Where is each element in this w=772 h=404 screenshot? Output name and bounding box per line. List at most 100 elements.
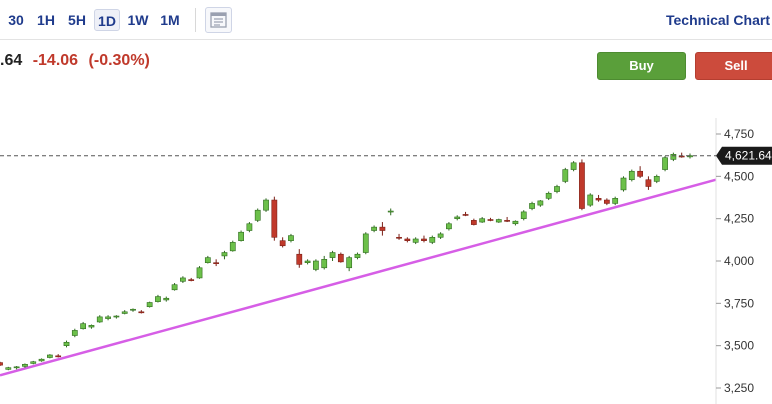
candle[interactable] [13,365,20,370]
candle[interactable] [470,218,477,226]
candle[interactable] [612,196,619,206]
technical-chart-link[interactable]: Technical Chart [666,12,770,28]
candle[interactable] [537,200,544,207]
candle[interactable] [221,250,228,260]
candle[interactable] [371,225,377,233]
candle[interactable] [437,232,444,239]
candle[interactable] [105,315,111,321]
candle[interactable] [479,216,486,223]
candle[interactable] [204,255,211,264]
candle[interactable] [512,220,519,226]
candle[interactable] [354,252,361,260]
timeframe-1h[interactable]: 1H [37,12,55,28]
candle[interactable] [155,294,161,303]
candle[interactable] [130,308,136,312]
candle[interactable] [113,315,120,319]
candle[interactable] [271,196,278,241]
candle[interactable] [304,259,311,265]
candle[interactable] [545,191,552,201]
candle[interactable] [96,315,103,323]
candle[interactable] [379,222,386,236]
candle[interactable] [163,296,170,302]
candle[interactable] [146,301,153,308]
candle[interactable] [645,176,652,190]
candle[interactable] [5,366,12,371]
current-price-tag [716,146,772,165]
candle[interactable] [662,156,668,172]
candle[interactable] [80,321,87,330]
candle[interactable] [554,184,560,194]
trendline[interactable] [0,178,717,377]
candlestick-chart-icon [210,12,227,28]
current-price-label: 4,621.64 [725,149,772,163]
candle[interactable] [628,169,635,182]
candle[interactable] [637,166,643,179]
candle[interactable] [346,255,353,272]
candle-body [180,277,186,282]
candle[interactable] [570,161,577,172]
candle[interactable] [678,152,685,158]
candle[interactable] [362,232,369,255]
candle[interactable] [412,237,419,245]
candle[interactable] [620,176,627,192]
candle[interactable] [579,159,585,211]
candle[interactable] [30,360,37,365]
candle[interactable] [495,218,502,223]
candle[interactable] [188,277,195,282]
candle[interactable] [329,250,336,261]
candle[interactable] [313,259,319,272]
candle[interactable] [213,259,220,267]
candle[interactable] [670,152,677,162]
timeframe-1m[interactable]: 1M [160,12,180,28]
candle[interactable] [171,283,178,291]
candle[interactable] [462,211,469,217]
candle[interactable] [71,328,78,338]
candle[interactable] [121,310,128,315]
candle[interactable] [229,240,236,252]
candle[interactable] [288,233,294,243]
timeframe-1w[interactable]: 1W [127,12,149,28]
candle[interactable] [337,252,344,263]
candle[interactable] [321,255,328,270]
candle[interactable] [529,201,535,211]
candle[interactable] [504,216,510,223]
candle[interactable] [387,208,394,216]
candle[interactable] [520,210,527,221]
candle[interactable] [396,233,402,240]
timeframe-30[interactable]: 30 [8,12,24,28]
candle-body [30,361,37,364]
candle[interactable] [238,230,244,242]
candle[interactable] [138,310,145,314]
candle[interactable] [196,266,203,279]
candle[interactable] [487,217,494,222]
candle[interactable] [404,237,411,243]
candle[interactable] [279,237,286,248]
candle[interactable] [603,198,610,206]
candle[interactable] [0,361,3,366]
candle[interactable] [22,363,28,368]
candle[interactable] [88,324,95,329]
buy-button[interactable]: Buy [597,52,686,80]
sell-button[interactable]: Sell [695,52,772,80]
candle[interactable] [263,198,269,212]
candle[interactable] [47,354,53,359]
candle[interactable] [562,167,569,184]
candle[interactable] [246,222,253,233]
candle[interactable] [421,235,427,243]
timeframe-1d[interactable]: 1D [94,9,120,31]
chart-type-button[interactable] [205,7,232,33]
candle[interactable] [55,354,62,358]
candle[interactable] [63,340,70,348]
candle[interactable] [454,215,461,221]
candle[interactable] [254,208,261,223]
candle[interactable] [595,194,602,202]
candle[interactable] [296,249,303,268]
candle[interactable] [38,358,45,362]
candle[interactable] [587,193,594,207]
candle[interactable] [653,174,660,184]
candle[interactable] [429,235,436,245]
timeframe-5h[interactable]: 5H [68,12,86,28]
candle[interactable] [180,276,186,284]
candle[interactable] [446,222,452,231]
